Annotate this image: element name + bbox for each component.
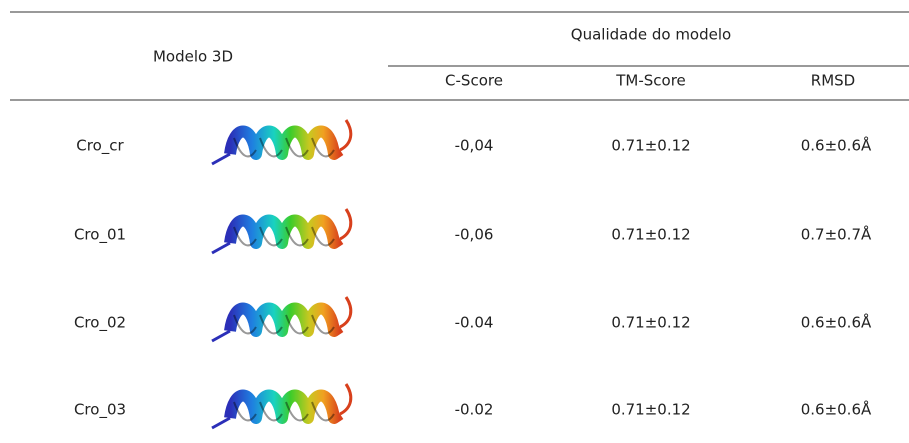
- model-image: [212, 297, 351, 341]
- rmsd: 0.6±0.6Å: [801, 136, 872, 155]
- model-header: Modelo 3D: [153, 48, 233, 66]
- model-image: [212, 120, 351, 164]
- c-score: -0.02: [455, 401, 494, 419]
- row-name: Cro_02: [74, 314, 126, 333]
- rmsd: 0.7±0.7Å: [801, 225, 872, 244]
- rmsd: 0.6±0.6Å: [801, 400, 872, 419]
- model-image: [212, 384, 351, 428]
- tm-score: 0.71±0.12: [611, 226, 690, 244]
- tm-score: 0.71±0.12: [611, 137, 690, 155]
- column-header: TM-Score: [615, 72, 686, 90]
- table-page: Modelo 3D Qualidade do modelo C-Score TM…: [0, 0, 909, 443]
- row-name: Cro_cr: [76, 137, 124, 156]
- model-image: [212, 209, 351, 253]
- rmsd: 0.6±0.6Å: [801, 313, 872, 332]
- tm-score: 0.71±0.12: [611, 314, 690, 332]
- c-score: -0,06: [455, 226, 494, 244]
- column-header: C-Score: [445, 72, 503, 90]
- quality-header: Qualidade do modelo: [571, 26, 731, 44]
- c-score: -0,04: [455, 137, 494, 155]
- row-name: Cro_01: [74, 226, 126, 245]
- column-header: RMSD: [811, 72, 855, 90]
- c-score: -0.04: [455, 314, 494, 332]
- tm-score: 0.71±0.12: [611, 401, 690, 419]
- row-name: Cro_03: [74, 401, 126, 420]
